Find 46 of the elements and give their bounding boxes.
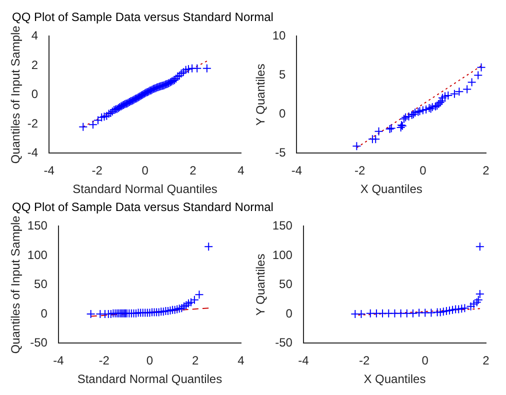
x-axis-title: X Quantiles — [364, 372, 426, 386]
y-tick-label: 50 — [279, 277, 293, 292]
y-axis-title: Quantiles of Input Sample — [8, 25, 23, 164]
y-tick-label: -4 — [27, 146, 38, 160]
x-tick-label: -4 — [53, 354, 64, 368]
y-tick-label: 50 — [34, 277, 48, 292]
y-tick-label: 2 — [31, 58, 38, 72]
x-tick-label: 2 — [192, 354, 200, 368]
x-tick-label: 0 — [422, 354, 429, 368]
y-tick-label: -50 — [30, 336, 48, 350]
y-tick-label: 0 — [31, 87, 38, 102]
x-tick-label: -2 — [98, 354, 110, 368]
y-tick-label: -2 — [27, 116, 38, 130]
x-axis-title: Standard Normal Quantiles — [77, 372, 222, 386]
chart-title: QQ Plot of Sample Data versus Standard Normal — [11, 9, 274, 26]
x-tick-label: 2 — [190, 164, 197, 178]
x-axis-title: X Quantiles — [360, 182, 422, 196]
y-axis-title: Y Quantiles — [254, 64, 268, 126]
x-tick-label: -2 — [358, 354, 370, 368]
y-tick-label: 4 — [31, 28, 38, 43]
x-tick-label: 0 — [146, 354, 154, 368]
x-tick-label: -4 — [298, 354, 310, 368]
x-tick-label: -2 — [92, 164, 103, 178]
x-tick-label: -4 — [291, 164, 302, 178]
y-tick-label: 100 — [272, 248, 293, 262]
x-axis-title: Standard Normal Quantiles — [72, 182, 218, 196]
y-tick-label: 100 — [27, 248, 48, 262]
y-tick-label: 150 — [272, 218, 293, 233]
y-tick-label: 0 — [286, 306, 293, 320]
y-tick-label: 0 — [279, 106, 286, 121]
x-tick-label: 4 — [238, 354, 245, 368]
y-axis-title: Y Quantiles — [254, 254, 268, 316]
x-tick-label: 0 — [142, 164, 149, 178]
y-tick-label: 10 — [272, 28, 286, 43]
y-tick-label: 5 — [279, 68, 286, 82]
x-tick-label: 2 — [482, 164, 490, 178]
x-tick-label: -2 — [354, 164, 366, 178]
x-tick-label: 2 — [482, 354, 490, 368]
y-tick-label: -50 — [275, 336, 293, 350]
chart-title: QQ Plot of Sample Data versus Standard Normal — [11, 199, 274, 216]
y-tick-label: -5 — [275, 146, 286, 160]
y-axis-title: Quantiles of Input Sample — [8, 215, 23, 354]
x-tick-label: 0 — [420, 164, 427, 178]
x-tick-label: 4 — [238, 164, 245, 178]
y-tick-label: 0 — [40, 306, 48, 320]
y-tick-label: 150 — [27, 218, 48, 233]
